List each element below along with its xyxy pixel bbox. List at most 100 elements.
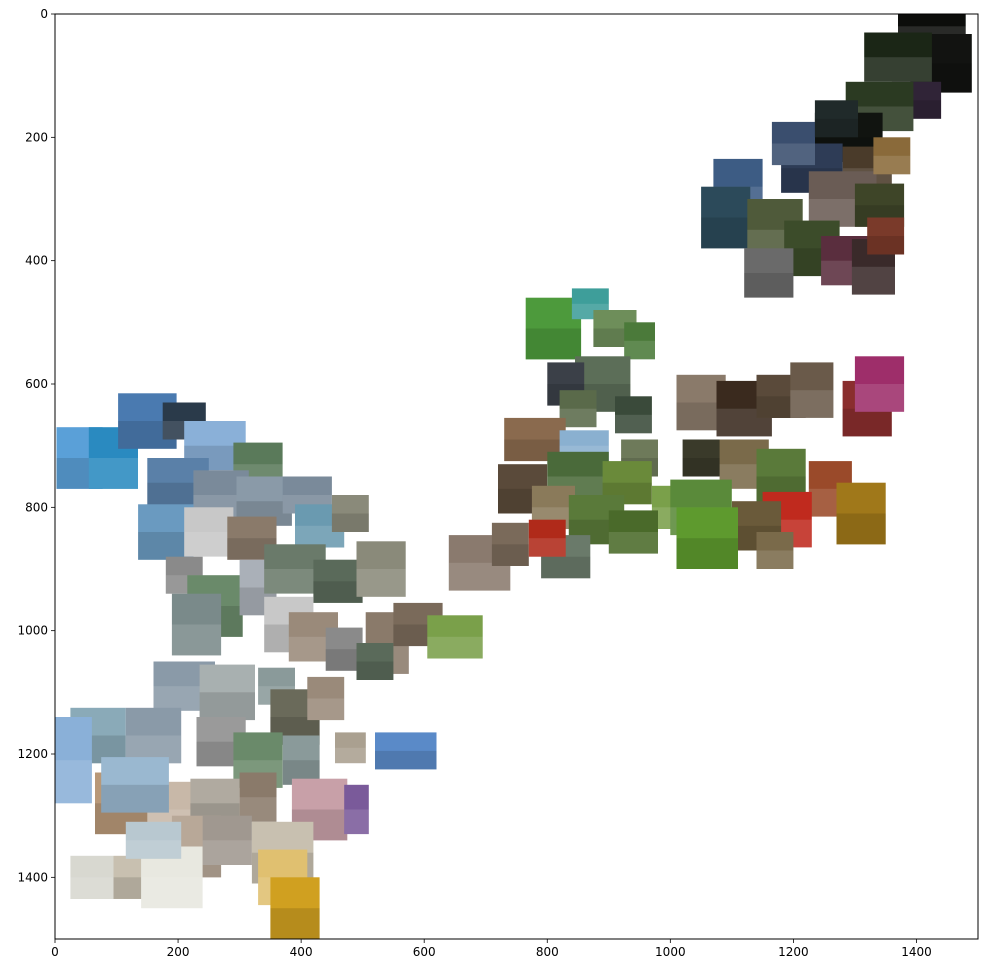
x-tick-label: 600 bbox=[413, 945, 436, 959]
thumbnail-image bbox=[864, 32, 932, 82]
thumbnail-image bbox=[344, 784, 369, 835]
thumbnail-mark bbox=[125, 821, 182, 859]
thumbnail-image bbox=[270, 877, 320, 939]
thumbnail-mark bbox=[771, 121, 815, 166]
thumbnail-mark bbox=[184, 507, 234, 557]
thumbnail-mark bbox=[356, 541, 406, 597]
thumbnail-image bbox=[325, 627, 363, 671]
thumbnail-image bbox=[125, 821, 182, 859]
thumbnail-mark bbox=[701, 186, 751, 249]
thumbnail-mark bbox=[864, 32, 932, 82]
thumbnail-mark bbox=[270, 877, 320, 939]
thumbnail-shade bbox=[356, 661, 394, 680]
thumbnail-shade bbox=[335, 747, 366, 764]
thumbnail-mark bbox=[559, 390, 597, 428]
thumbnail-shade bbox=[701, 217, 751, 249]
thumbnail-mark bbox=[344, 784, 369, 835]
thumbnail-shade bbox=[559, 408, 597, 428]
thumbnail-mark bbox=[854, 356, 905, 412]
thumbnail-mark bbox=[491, 522, 529, 566]
thumbnail-shade bbox=[608, 532, 658, 554]
thumbnail-image bbox=[756, 532, 794, 569]
thumbnail-image bbox=[282, 735, 320, 785]
thumbnail-shade bbox=[375, 750, 437, 770]
thumbnail-shade bbox=[836, 513, 886, 545]
thumbnail-shade bbox=[682, 458, 732, 477]
thumbnail-image bbox=[491, 522, 529, 566]
thumbnail-image bbox=[55, 717, 92, 804]
x-tick-label: 1200 bbox=[778, 945, 809, 959]
y-tick-label: 1000 bbox=[17, 624, 48, 638]
thumbnail-image bbox=[375, 732, 437, 770]
x-tick-label: 1400 bbox=[901, 945, 932, 959]
thumbnail-mark bbox=[744, 248, 794, 298]
y-tick-label: 1400 bbox=[17, 870, 48, 884]
thumbnail-shade bbox=[771, 143, 815, 166]
thumbnail-image bbox=[836, 482, 886, 545]
thumbnail-shade bbox=[624, 340, 655, 360]
y-tick-label: 1200 bbox=[17, 747, 48, 761]
thumbnail-shade bbox=[676, 538, 738, 569]
thumbnail-shade bbox=[541, 556, 591, 579]
thumbnail-image bbox=[356, 541, 406, 597]
thumbnail-image bbox=[331, 495, 369, 532]
thumbnail-mark bbox=[171, 593, 222, 656]
thumbnail-shade bbox=[864, 57, 932, 82]
thumbnail-image bbox=[744, 248, 794, 298]
thumbnail-shade bbox=[270, 908, 320, 939]
thumbnail-mark bbox=[239, 772, 277, 822]
plot-frame bbox=[54, 13, 979, 940]
thumbnail-shade bbox=[202, 840, 252, 865]
y-tick-label: 200 bbox=[25, 130, 48, 144]
thumbnail-mark bbox=[70, 855, 114, 899]
thumbnail-mark bbox=[375, 732, 437, 770]
thumbnail-image bbox=[790, 362, 834, 418]
thumbnail-shade bbox=[842, 408, 892, 437]
thumbnail-shade bbox=[141, 877, 203, 909]
thumbnail-image bbox=[307, 676, 345, 721]
thumbnail-image bbox=[771, 121, 815, 166]
thumbnail-marks bbox=[55, 14, 972, 939]
thumbnail-shade bbox=[854, 384, 905, 412]
thumbnail-image bbox=[814, 100, 858, 138]
thumbnail-image bbox=[356, 643, 394, 680]
thumbnail-mark bbox=[325, 627, 363, 671]
thumbnail-image bbox=[559, 390, 597, 428]
thumbnail-mark bbox=[331, 495, 369, 532]
thumbnail-image bbox=[608, 510, 658, 554]
thumbnail-mark bbox=[202, 815, 252, 865]
thumbnail-image bbox=[70, 855, 114, 899]
thumbnail-mark bbox=[282, 735, 320, 785]
thumbnail-image bbox=[202, 815, 252, 865]
thumbnail-shade bbox=[70, 877, 114, 899]
thumbnail-shade bbox=[184, 532, 234, 557]
thumbnail-shade bbox=[491, 544, 529, 566]
x-tick-label: 1000 bbox=[655, 945, 686, 959]
y-tick-label: 400 bbox=[25, 254, 48, 268]
thumbnail-shade bbox=[867, 236, 905, 255]
thumbnail-mark bbox=[624, 322, 655, 360]
thumbnail-shade bbox=[814, 118, 858, 138]
thumbnail-mark bbox=[814, 100, 858, 138]
thumbnail-image bbox=[701, 186, 751, 249]
thumbnail-image bbox=[184, 507, 234, 557]
y-tick-label: 0 bbox=[40, 7, 48, 21]
x-tick-label: 400 bbox=[290, 945, 313, 959]
thumbnail-image bbox=[867, 217, 905, 255]
thumbnail-shade bbox=[851, 266, 895, 295]
y-axis: 0 200 400 600 800 1000 1200 1400 bbox=[17, 7, 55, 884]
thumbnail-mark bbox=[504, 417, 566, 462]
thumbnail-mark bbox=[571, 288, 609, 320]
thumbnail-shade bbox=[88, 458, 138, 489]
thumbnail-image bbox=[427, 615, 483, 659]
thumbnail-image bbox=[676, 507, 738, 569]
thumbnail-mark bbox=[335, 732, 366, 764]
thumbnail-shade bbox=[325, 649, 363, 671]
thumbnail-image bbox=[525, 297, 582, 360]
thumbnail-mark bbox=[313, 559, 363, 603]
thumbnail-mark bbox=[55, 717, 92, 804]
thumbnail-shade bbox=[331, 513, 369, 532]
x-axis: 0 200 400 600 800 1000 1200 1400 bbox=[51, 939, 932, 959]
thumbnail-shade bbox=[55, 760, 92, 804]
